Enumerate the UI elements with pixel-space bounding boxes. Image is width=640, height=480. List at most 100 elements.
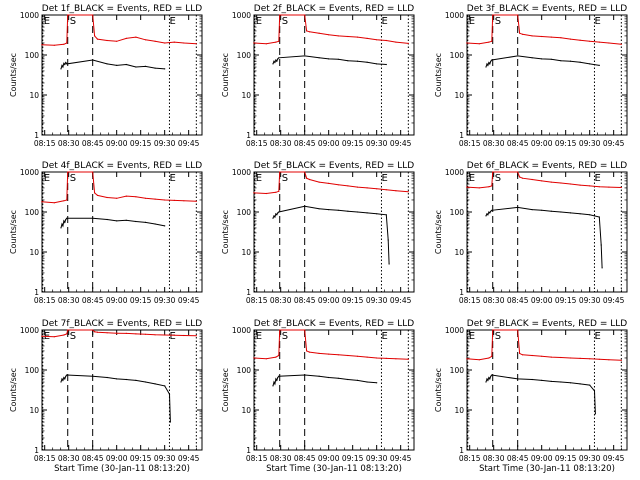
y-tick-label: 10: [241, 248, 251, 257]
series-lld-point: [278, 40, 280, 42]
series-lld-point: [531, 35, 533, 37]
series-events-point: [135, 66, 137, 68]
panel-2: Det 2f_BLACK = Events, RED = LLD 1 10 100 10…: [221, 4, 415, 148]
series-lld-point: [92, 171, 94, 173]
series-lld-point: [517, 14, 519, 16]
series-events-point: [550, 380, 552, 382]
panel-6: Det 6f_BLACK = Events, RED = LLD 1 10 100 10…: [434, 161, 628, 305]
x-tick-label: 08:30: [483, 139, 505, 148]
x-tick-label: 08:30: [58, 296, 80, 305]
y-axis-label: Counts/sec: [9, 53, 18, 97]
event-marker: E: [256, 173, 262, 184]
event-marker: E: [595, 173, 601, 184]
y-tick-label: 100: [450, 366, 465, 375]
series-events-point: [491, 209, 493, 211]
series-lld-point: [164, 42, 166, 44]
series-events-point: [277, 212, 279, 214]
event-marker: S: [70, 16, 76, 27]
panel-4: Det 4f_BLACK = Events, RED = LLD 1 10 100 10…: [9, 161, 203, 305]
y-tick-label: 10: [241, 91, 251, 100]
series-lld-point: [279, 14, 281, 16]
y-tick-label: 100: [237, 51, 252, 60]
x-tick-label: 09:00: [531, 454, 553, 463]
series-events-point: [560, 381, 562, 383]
series-lld-point: [492, 14, 494, 16]
x-tick-label: 08:15: [459, 296, 481, 305]
y-tick-label: 100: [450, 51, 465, 60]
series-lld-point: [395, 358, 397, 360]
series-lld-point: [275, 356, 277, 358]
series-lld-point: [304, 14, 306, 16]
x-tick-label: 08:15: [246, 296, 268, 305]
series-lld-point: [347, 185, 349, 187]
series-lld-point: [569, 357, 572, 359]
x-tick-label: 09:45: [178, 296, 200, 305]
y-tick-label: 1: [34, 446, 39, 455]
series-lld-point: [560, 37, 562, 39]
series-lld-point: [94, 192, 96, 194]
series-events-point: [593, 390, 596, 392]
series-events-point: [589, 214, 591, 216]
series-events-point: [65, 218, 67, 221]
x-tick-label: 09:30: [366, 454, 388, 463]
series-events-point: [64, 378, 66, 380]
x-tick-label: 09:15: [555, 296, 577, 305]
series-events-point: [164, 225, 166, 227]
series-events-point: [550, 58, 552, 60]
series-lld-point: [407, 42, 409, 45]
plot-frame: [41, 329, 203, 451]
series-lld-point: [560, 182, 562, 184]
series-events-point: [154, 67, 156, 69]
series-events-point: [278, 375, 280, 377]
series-lld-point: [183, 42, 185, 44]
series-events-point: [60, 227, 62, 229]
series-lld-point: [308, 351, 311, 353]
series-events-point: [589, 63, 591, 65]
y-tick-label: 10: [454, 406, 464, 415]
series-events-point: [569, 60, 572, 62]
series-lld-point: [608, 42, 610, 44]
x-axis-label: Start Time (30-Jan-11 08:13:20): [266, 464, 402, 474]
series-events-point: [276, 379, 278, 381]
x-tick-label: 08:45: [507, 139, 529, 148]
panel-title: Det 4f_BLACK = Events, RED = LLD: [42, 161, 202, 171]
series-lld-point: [253, 42, 255, 44]
series-events-point: [589, 384, 591, 386]
series-events-point: [489, 63, 491, 65]
x-tick-label: 08:45: [82, 454, 104, 463]
panel-title: Det 2f_BLACK = Events, RED = LLD: [254, 4, 414, 14]
x-tick-label: 09:45: [178, 139, 200, 148]
series-events-point: [486, 63, 488, 65]
series-lld-point: [173, 199, 175, 201]
series-lld-point: [92, 14, 94, 16]
x-tick-label: 09:00: [531, 296, 553, 305]
series-lld-point: [306, 350, 308, 352]
series-lld-point: [541, 35, 543, 38]
series-events-point: [92, 375, 94, 377]
series-lld-point: [135, 333, 137, 335]
y-tick-label: 10: [29, 248, 39, 257]
y-axis-label: Counts/sec: [434, 210, 443, 254]
series-lld-point: [306, 177, 308, 179]
series-lld-point: [41, 201, 43, 203]
x-tick-label: 09:00: [318, 139, 340, 148]
series-lld-point: [183, 334, 185, 337]
series-lld-point: [376, 188, 378, 190]
series-events-point: [275, 378, 277, 380]
series-lld-point: [318, 181, 320, 183]
series-lld-point: [579, 39, 581, 41]
x-tick-label: 09:00: [106, 296, 128, 305]
series-events-point: [560, 211, 562, 213]
x-tick-label: 08:45: [294, 454, 316, 463]
series-events-line: [272, 55, 387, 65]
series-events-point: [490, 210, 492, 212]
series-lld-point: [125, 195, 127, 197]
series-lld-point: [356, 186, 359, 188]
series-events-point: [601, 267, 603, 269]
series-lld-point: [608, 359, 610, 361]
series-events-point: [62, 225, 64, 227]
series-lld-point: [550, 356, 552, 358]
series-lld-point: [278, 354, 280, 357]
panel-3: Det 3f_BLACK = Events, RED = LLD 1 10 100 10…: [434, 4, 628, 148]
series-lld-point: [66, 199, 68, 201]
